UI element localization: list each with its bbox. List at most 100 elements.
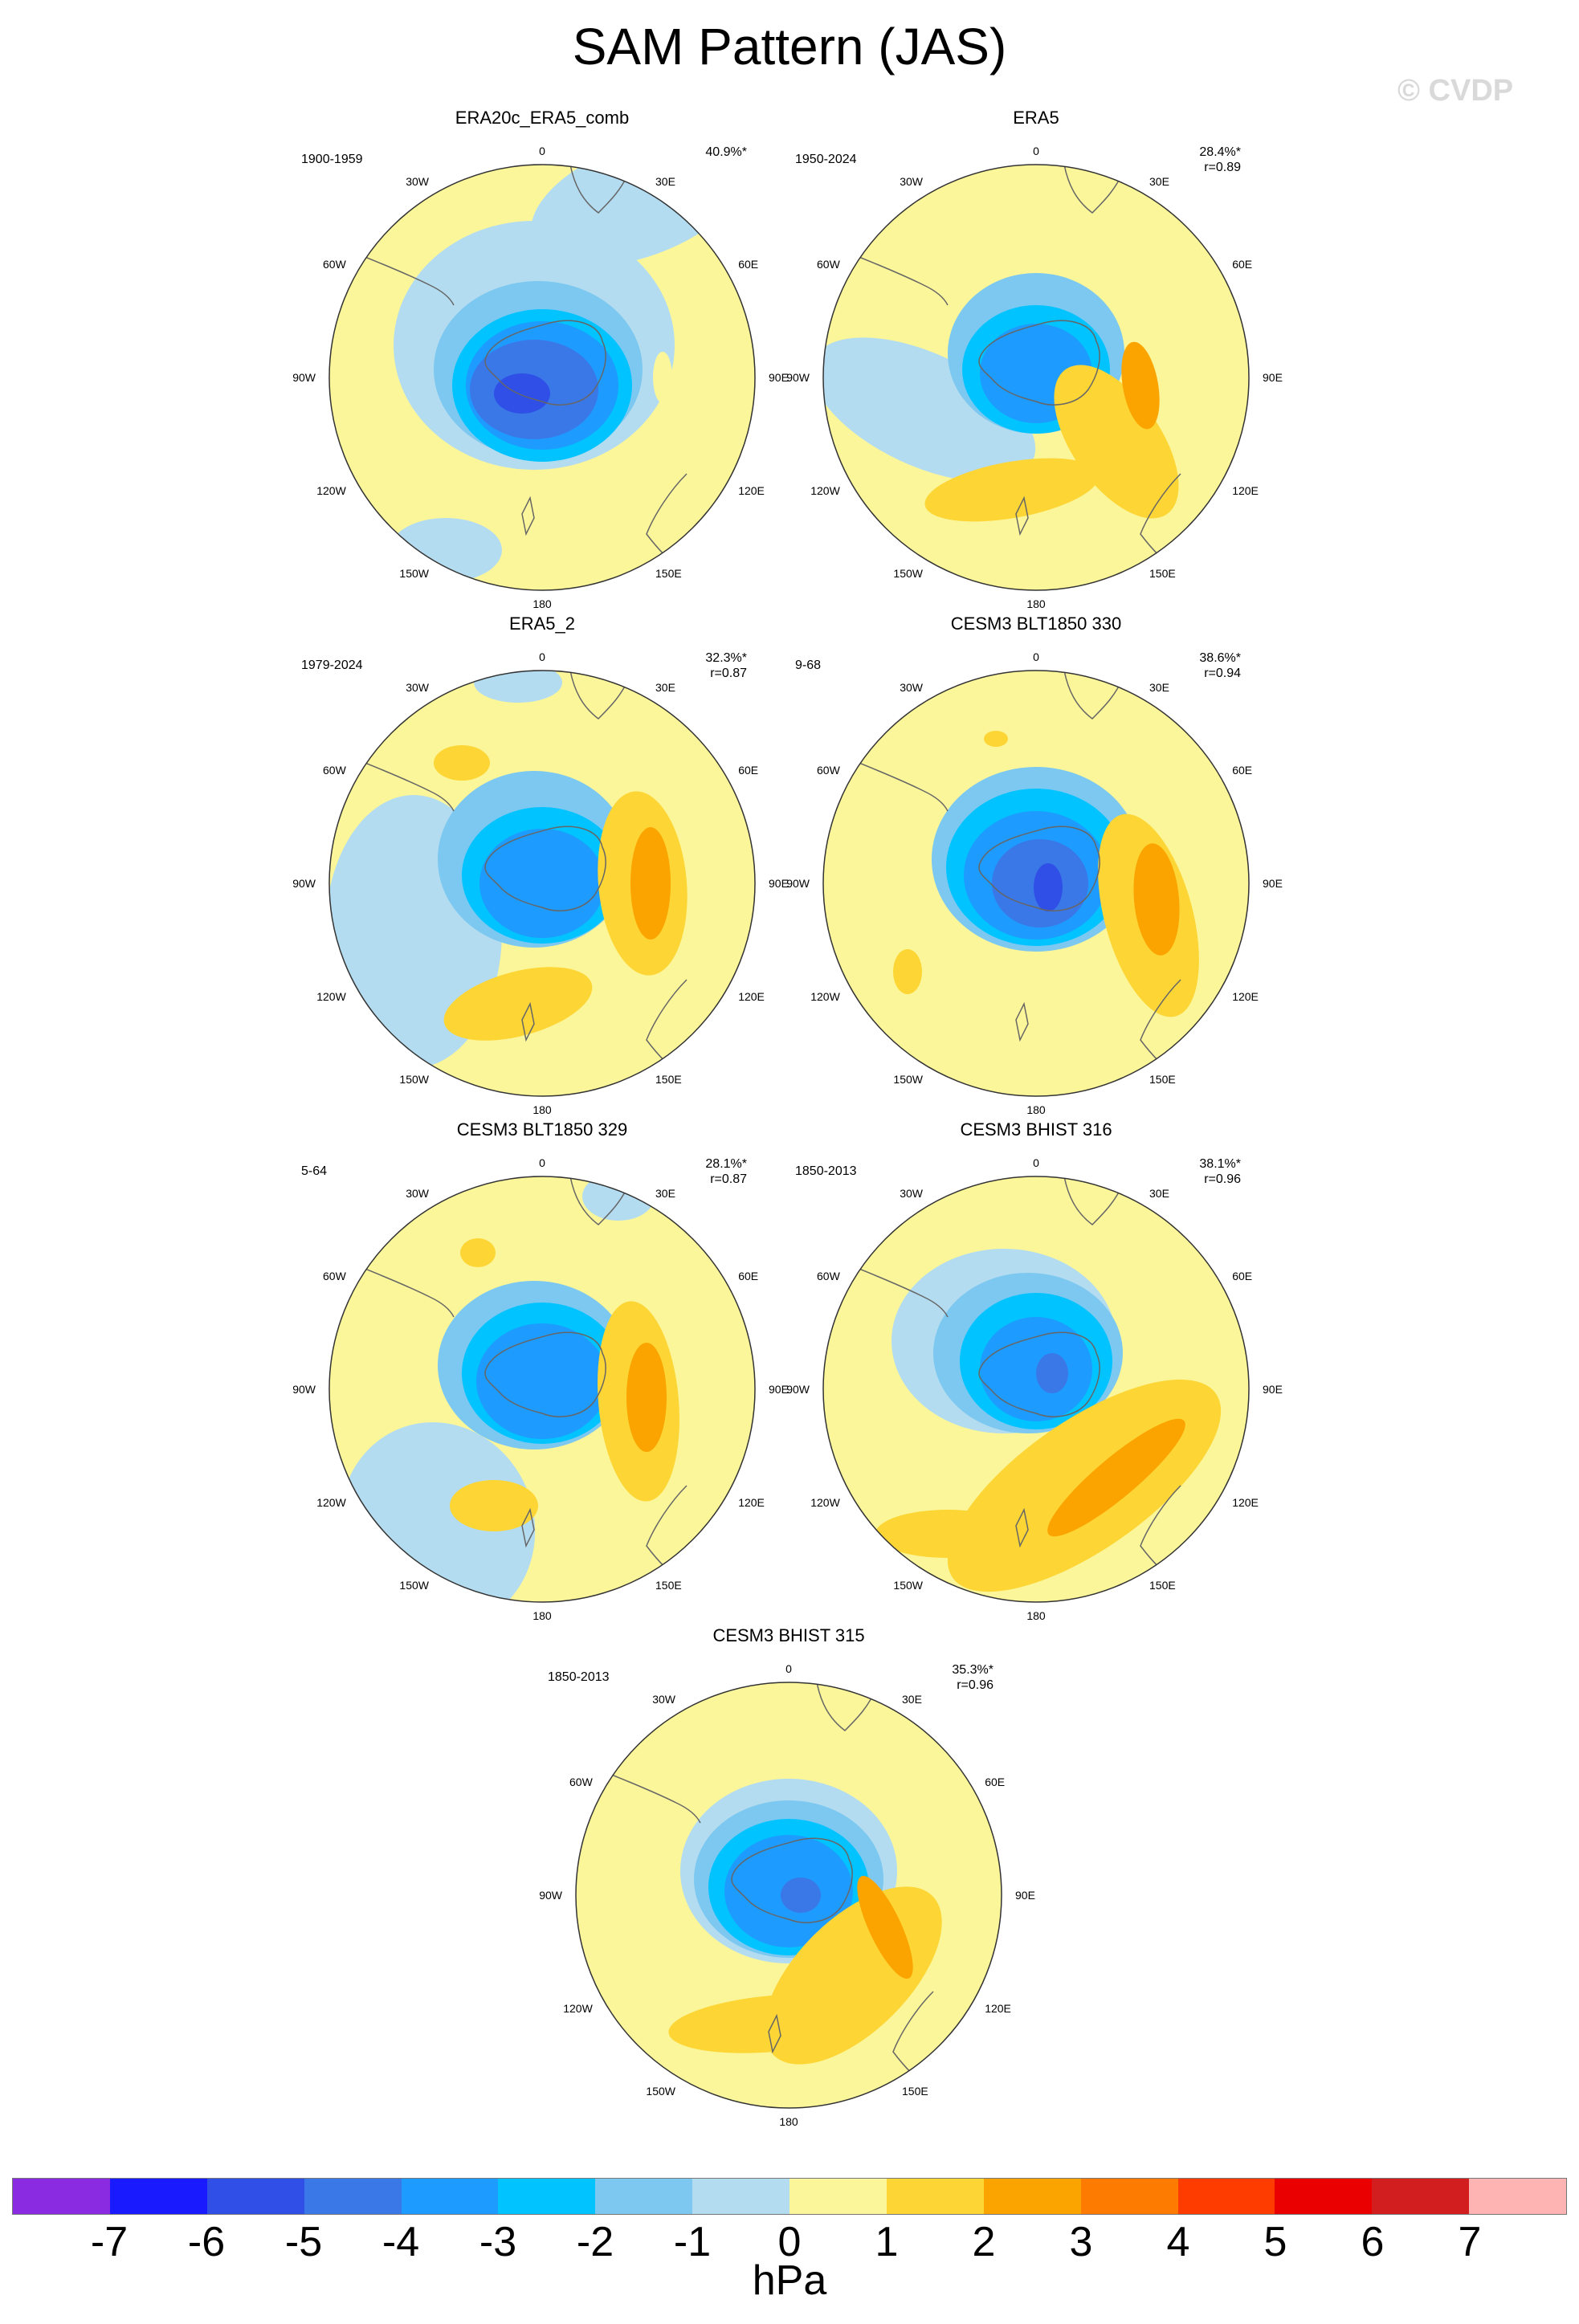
longitude-label: 150W — [893, 1579, 923, 1592]
colorbar — [12, 2178, 1567, 2215]
longitude-label: 150W — [399, 1579, 429, 1592]
pattern-correlation: r=0.96 — [1204, 1172, 1241, 1186]
longitude-label: 60E — [985, 1776, 1005, 1788]
contour-region — [474, 671, 562, 703]
polar-map: 0 30E 60E 90E 120E 150E 180 150W 120W 90W 60W 30W — [293, 650, 789, 1116]
contour-region — [582, 1176, 655, 1221]
map-panel: 0 30E 60E 90E 120E 150E 180 150W 120W 90W 60W 30W ER… — [293, 108, 791, 610]
longitude-label: 120E — [1232, 990, 1259, 1003]
longitude-label: 120E — [738, 484, 765, 497]
longitude-label: 150E — [902, 2085, 928, 2098]
longitude-label: 30W — [406, 681, 430, 694]
explained-variance: 35.3%* — [952, 1663, 994, 1677]
colorbar-tick-label: 4 — [1166, 2219, 1190, 2265]
longitude-label: 120W — [316, 1496, 346, 1509]
antarctica-coastline — [484, 826, 606, 911]
longitude-label: 60W — [323, 764, 347, 777]
colorbar-tick-label: -4 — [381, 2219, 420, 2265]
longitude-label: 30W — [900, 681, 924, 694]
contour-region — [1054, 365, 1179, 519]
longitude-label: 90W — [787, 371, 810, 384]
longitude-label: 60W — [323, 1270, 347, 1282]
panel-title: CESM3 BHIST 316 — [960, 1119, 1112, 1140]
colorbar-swatch — [304, 2179, 402, 2214]
contour-region — [1121, 341, 1160, 430]
map-panel: 0 30E 60E 90E 120E 150E 180 150W 120W 90W 60W 30W ER… — [787, 108, 1285, 610]
contour-region — [460, 1238, 496, 1267]
contour-region — [630, 827, 671, 940]
longitude-label: 150E — [655, 1579, 682, 1592]
longitude-label: 0 — [1033, 145, 1039, 157]
longitude-label: 60E — [738, 1270, 758, 1282]
colorbar-swatch — [595, 2179, 693, 2214]
longitude-label: 150W — [399, 567, 429, 580]
colorbar-tick-label: 7 — [1458, 2219, 1482, 2265]
colorbar-tick-label: -6 — [187, 2219, 226, 2265]
contour-region — [781, 1878, 821, 1913]
africa-coastline — [1063, 165, 1125, 214]
panel-title: CESM3 BLT1850 329 — [456, 1119, 628, 1140]
panel-title: CESM3 BLT1850 330 — [950, 614, 1122, 634]
panel-stats: 28.1%* r=0.87 — [671, 1156, 747, 1187]
longitude-label: 0 — [1033, 1156, 1039, 1169]
longitude-label: 120E — [1232, 484, 1259, 497]
longitude-label: 60E — [1232, 764, 1252, 777]
antarctica-coastline — [978, 320, 1100, 406]
contour-region — [980, 1317, 1092, 1421]
colorbar-swatch — [13, 2179, 110, 2214]
copyright-watermark: © CVDP — [1397, 74, 1514, 108]
panel-period: 1850-2013 — [795, 1164, 857, 1178]
explained-variance: 40.9%* — [705, 145, 747, 159]
panel-period: 5-64 — [301, 1164, 328, 1178]
contour-region — [452, 485, 520, 511]
map-panel: 0 30E 60E 90E 120E 150E 180 150W 120W 90W 60W 30W CE… — [540, 1625, 1038, 2128]
panel-period: 1900-1959 — [301, 153, 363, 166]
pattern-correlation: r=0.87 — [710, 667, 747, 680]
colorbar-swatch — [983, 2179, 1081, 2214]
map-boundary — [822, 1176, 1250, 1603]
map-boundary — [822, 164, 1250, 591]
longitude-label: 150E — [655, 567, 682, 580]
longitude-label: 30W — [900, 1187, 924, 1200]
colorbar-tick-label: -5 — [284, 2219, 323, 2265]
longitude-label: 90W — [293, 877, 316, 890]
contour-region — [434, 745, 490, 781]
pattern-correlation: r=0.87 — [710, 1172, 747, 1186]
panel-period: 9-68 — [795, 658, 822, 672]
longitude-label: 30E — [1149, 1187, 1169, 1200]
map-panel: 0 30E 60E 90E 120E 150E 180 150W 120W 90W 60W 30W ER… — [293, 614, 791, 1116]
longitude-label: 150E — [1149, 1073, 1176, 1086]
longitude-label: 90W — [293, 1383, 316, 1396]
new-zealand-coastline — [521, 1001, 535, 1042]
longitude-label: 30E — [655, 1187, 675, 1200]
africa-coastline — [1063, 1176, 1125, 1225]
longitude-label: 90E — [1015, 1889, 1035, 1902]
colorbar-swatch — [790, 2179, 887, 2214]
new-zealand-coastline — [768, 2013, 781, 2054]
map-boundary — [328, 164, 756, 591]
contour-region — [984, 731, 1008, 747]
colorbar-swatch — [1469, 2179, 1566, 2214]
contour-region — [875, 1510, 1020, 1558]
polar-map: 0 30E 60E 90E 120E 150E 180 150W 120W 90W 60W 30W — [787, 650, 1283, 1116]
longitude-label: 90E — [1263, 1383, 1283, 1396]
africa-coastline — [569, 671, 631, 720]
explained-variance: 38.6%* — [1199, 651, 1241, 665]
colorbar-swatch — [1275, 2179, 1373, 2214]
longitude-label: 60E — [1232, 258, 1252, 271]
longitude-label: 180 — [532, 1609, 552, 1622]
longitude-label: 120E — [985, 2002, 1011, 2015]
polar-map: 0 30E 60E 90E 120E 150E 180 150W 120W 90W 60W 30W — [293, 1156, 789, 1622]
polar-map: 0 30E 60E 90E 120E 150E 180 150W 120W 90W 60W 30W — [540, 1662, 1035, 2128]
colorbar-swatch — [206, 2179, 304, 2214]
panel-stats: 32.3%* r=0.87 — [671, 650, 747, 681]
figure-title: SAM Pattern (JAS) — [572, 18, 1007, 75]
longitude-label: 90W — [787, 1383, 810, 1396]
contour-region — [924, 458, 1100, 522]
colorbar-tick-label: -3 — [479, 2219, 517, 2265]
colorbar-ticks: -7 -6 -5 -4 -3 -2 -1 0 1 2 3 4 5 6 7 — [12, 2210, 1567, 2266]
longitude-label: 90E — [769, 371, 789, 384]
longitude-label: 120W — [316, 990, 346, 1003]
longitude-label: 180 — [532, 1103, 552, 1116]
pattern-correlation: r=0.94 — [1204, 667, 1241, 680]
